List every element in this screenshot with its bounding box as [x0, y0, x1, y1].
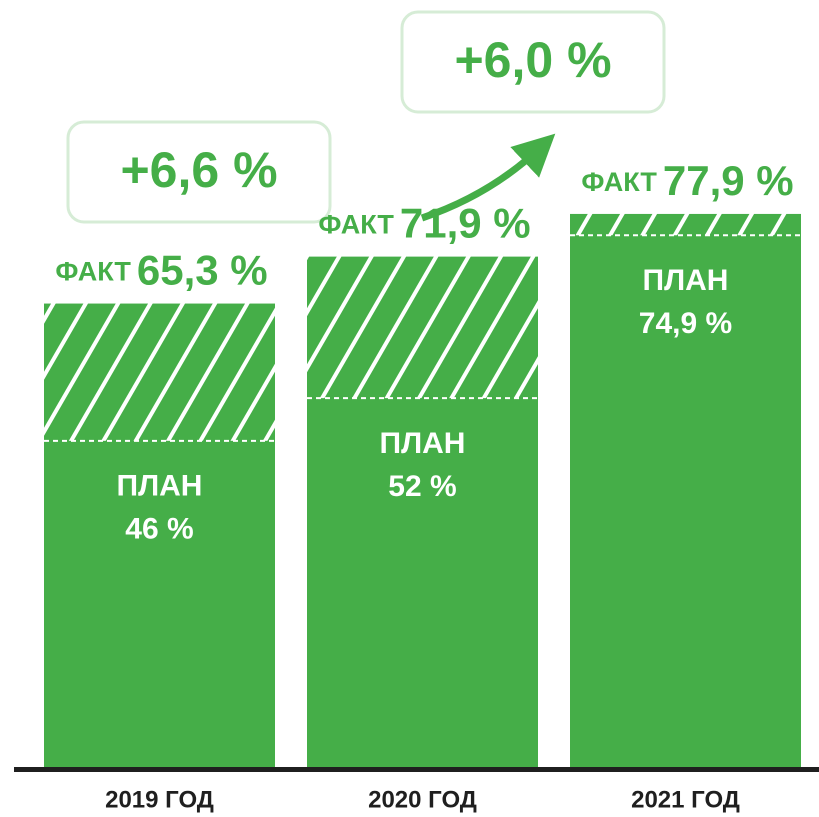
plan-name: ПЛАН — [643, 264, 729, 297]
fact-label: ФАКТ 65,3 % — [55, 247, 267, 294]
annotation-box — [66, 120, 332, 224]
fact-name: ФАКТ — [318, 210, 394, 240]
x-tick-label: 2020 ГОД — [368, 786, 477, 813]
plan-value: 52 % — [388, 470, 456, 503]
baseline — [14, 767, 819, 772]
plan-value: 74,9 % — [639, 307, 732, 340]
fact-value: 77,9 % — [663, 157, 794, 204]
annotation: +6,6 % — [120, 142, 277, 198]
plan-bar — [570, 235, 801, 768]
annotation-box — [400, 10, 666, 114]
trend-arrow — [420, 133, 556, 222]
fact-label: ФАКТ 71,9 % — [318, 200, 530, 247]
x-tick-label: 2019 ГОД — [105, 786, 214, 813]
plan-bar — [307, 398, 538, 768]
fact-value: 71,9 % — [400, 200, 531, 247]
plan-value: 46 % — [125, 513, 193, 546]
fact-label: ФАКТ 77,9 % — [581, 157, 793, 204]
annotation: +6,0 % — [454, 32, 611, 88]
fact-name: ФАКТ — [581, 167, 657, 197]
fact-name: ФАКТ — [55, 257, 131, 287]
plan-bar — [44, 440, 275, 768]
x-tick-label: 2021 ГОД — [631, 786, 740, 813]
fact-value: 65,3 % — [137, 247, 268, 294]
plan-name: ПЛАН — [380, 427, 466, 460]
plan-name: ПЛАН — [117, 470, 203, 503]
